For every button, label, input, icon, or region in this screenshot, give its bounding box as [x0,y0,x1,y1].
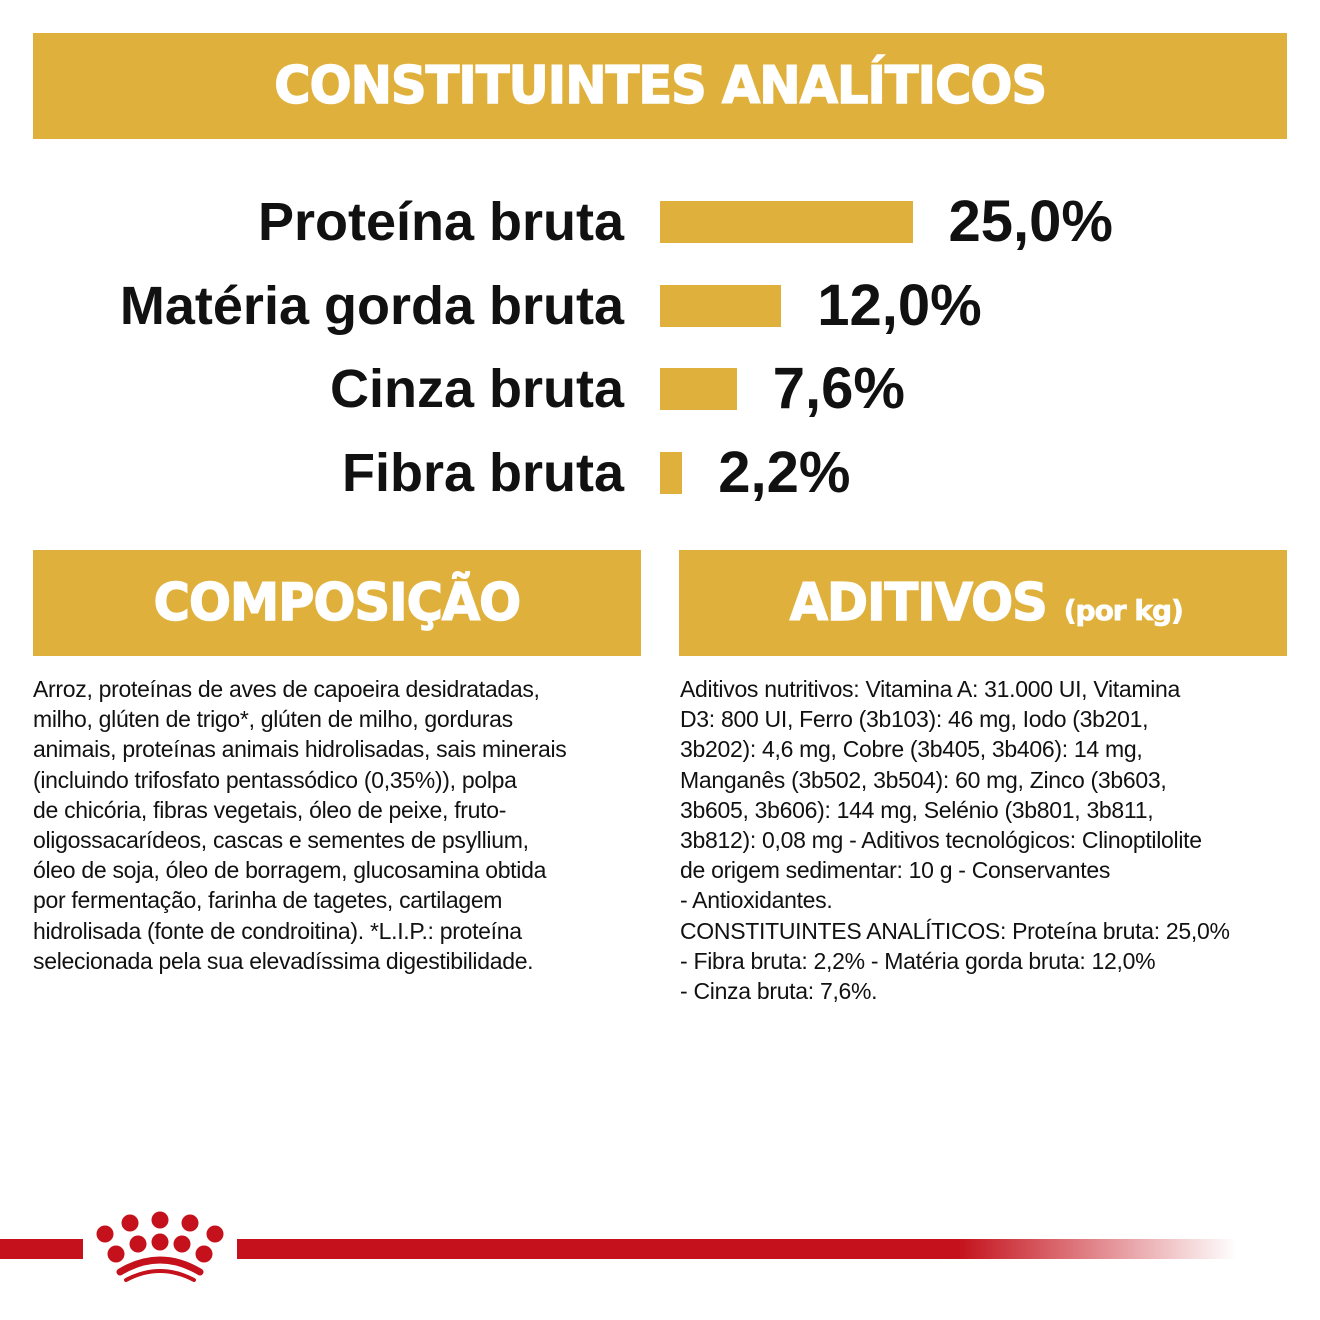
footer-red-line-left [0,1239,83,1259]
analytics-bar [660,201,913,243]
analytics-bar [660,368,737,410]
composition-line: hidrolisada (fonte de condroitina). *L.I… [33,917,522,944]
analytics-label: Matéria gorda bruta [119,276,624,336]
composition-line: selecionada pela sua elevadíssima digest… [33,947,534,974]
additives-line: - Fibra bruta: 2,2% - Matéria gorda brut… [680,947,1156,974]
analytics-value: 12,0% [817,273,982,338]
royal-canin-crown-logo [96,1211,224,1282]
analytics-bar [660,452,683,494]
analytics-row: Fibra bruta 2,2% [0,431,1320,515]
composition-line: oligossacarídeos, cascas e sementes de p… [33,827,529,854]
analytics-row: Matéria gorda bruta 12,0% [0,264,1320,348]
analytics-row: Proteína bruta 25,0% [0,180,1320,264]
analytics-label: Proteína bruta [257,192,624,252]
additives-line: 3b812): 0,08 mg - Aditivos tecnológicos:… [680,827,1202,854]
composition-title: COMPOSIÇÃO [153,572,522,634]
additives-line: - Antioxidantes. [680,887,833,914]
composition-line: de chicória, fibras vegetais, óleo de pe… [33,796,507,823]
composition-line: milho, glúten de trigo*, glúten de milho… [33,706,513,733]
additives-subtitle: (por kg) [1063,593,1184,627]
analytics-title: CONSTITUINTES ANALÍTICOS [273,55,1047,117]
additives-line: CONSTITUINTES ANALÍTICOS: Proteína bruta… [680,917,1230,944]
analytics-row: Cinza bruta 7,6% [0,347,1320,431]
additives-title: ADITIVOS [789,572,1048,634]
composition-text: Arroz, proteínas de aves de capoeira des… [33,674,567,976]
analytics-value: 2,2% [718,440,851,505]
additives-header: ADITIVOS (por kg) [679,550,1287,656]
additives-line: Aditivos nutritivos: Vitamina A: 31.000 … [680,676,1181,702]
additives-line: D3: 800 UI, Ferro (3b103): 46 mg, Iodo (… [680,706,1149,733]
analytics-bar [660,285,782,327]
additives-line: de origem sedimentar: 10 g - Conservante… [680,857,1111,884]
analytics-value: 7,6% [772,356,905,421]
analytics-label: Cinza bruta [329,359,624,419]
analytics-header: CONSTITUINTES ANALÍTICOS [33,33,1287,139]
additives-line: Manganês (3b502, 3b504): 60 mg, Zinco (3… [680,766,1167,793]
additives-line: 3b605, 3b606): 144 mg, Selénio (3b801, 3… [680,796,1154,823]
additives-line: 3b202): 4,6 mg, Cobre (3b405, 3b406): 14… [680,736,1143,763]
composition-line: óleo de soja, óleo de borragem, glucosam… [33,857,547,884]
analytics-value: 25,0% [948,189,1113,254]
composition-header: COMPOSIÇÃO [33,550,641,656]
additives-text: Aditivos nutritivos: Vitamina A: 31.000 … [680,674,1230,1006]
footer-red-line-right [237,1239,1237,1259]
composition-line: Arroz, proteínas de aves de capoeira des… [33,676,540,702]
composition-line: por fermentação, farinha de tagetes, car… [33,887,503,914]
analytics-label: Fibra bruta [341,443,624,503]
additives-line: - Cinza bruta: 7,6%. [680,978,878,1005]
composition-line: animais, proteínas animais hidrolisadas,… [33,736,567,763]
composition-line: (incluindo trifosfato pentassódico (0,35… [33,766,517,793]
